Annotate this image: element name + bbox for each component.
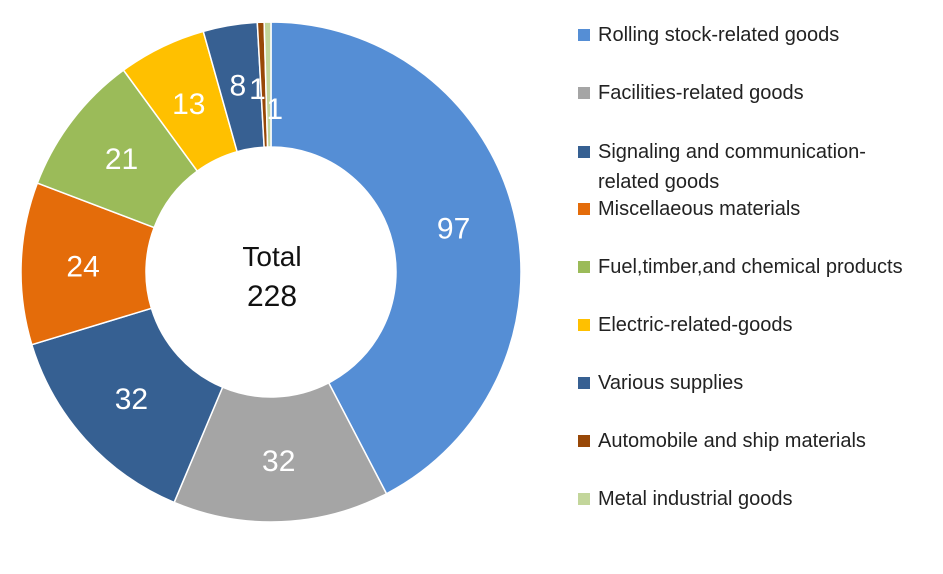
legend-item: Fuel,timber,and chemical products — [578, 252, 928, 282]
legend-swatch — [578, 261, 590, 273]
legend-label: Facilities-related goods — [598, 82, 804, 104]
data-label-7: 1 — [249, 73, 266, 106]
slice-2 — [30, 307, 224, 504]
legend-swatch — [578, 87, 590, 99]
legend-label: Rolling stock-related goods — [598, 24, 840, 46]
legend-label: Various supplies — [598, 372, 744, 394]
legend-item: Various supplies — [578, 368, 928, 398]
legend-item: Facilities-related goods — [578, 78, 928, 108]
legend-swatch — [578, 493, 590, 505]
legend-swatch — [578, 146, 590, 158]
slice-0 — [270, 21, 522, 495]
legend-item: Metal industrial goods — [578, 484, 928, 514]
slice-8 — [263, 21, 272, 148]
legend-label: Miscellaeous materials — [598, 198, 801, 220]
data-label-1: 32 — [262, 445, 295, 478]
legend-item: Rolling stock-related goods — [578, 20, 928, 50]
legend-item: Miscellaeous materials — [578, 194, 928, 224]
legend-swatch — [578, 377, 590, 389]
legend-item: Signaling and communication-related good… — [578, 137, 918, 197]
legend-label: Automobile and ship materials — [598, 430, 866, 452]
donut-chart: 97 32 32 24 21 13 8 11 Total 228 — [20, 21, 522, 523]
legend-item: Automobile and ship materials — [578, 426, 928, 456]
legend-swatch — [578, 319, 590, 331]
data-label-2: 32 — [115, 383, 148, 416]
legend-swatch — [578, 435, 590, 447]
data-label-3: 24 — [66, 251, 99, 284]
legend-label: Metal industrial goods — [598, 488, 793, 510]
center-title: Total — [242, 241, 301, 272]
center-total: 228 — [247, 280, 297, 313]
slice-1 — [173, 381, 388, 523]
legend-swatch — [578, 203, 590, 215]
legend-swatch — [578, 29, 590, 41]
legend-label: Signaling and communication-related good… — [598, 141, 866, 193]
data-label-6: 8 — [230, 70, 247, 103]
data-label-5: 13 — [172, 88, 205, 121]
data-label-0: 97 — [437, 212, 470, 245]
data-label-8: 1 — [266, 93, 283, 126]
legend-label: Fuel,timber,and chemical products — [598, 256, 903, 278]
legend-item: Electric-related-goods — [578, 310, 928, 340]
legend-label: Electric-related-goods — [598, 314, 793, 336]
data-label-4: 21 — [105, 143, 138, 176]
